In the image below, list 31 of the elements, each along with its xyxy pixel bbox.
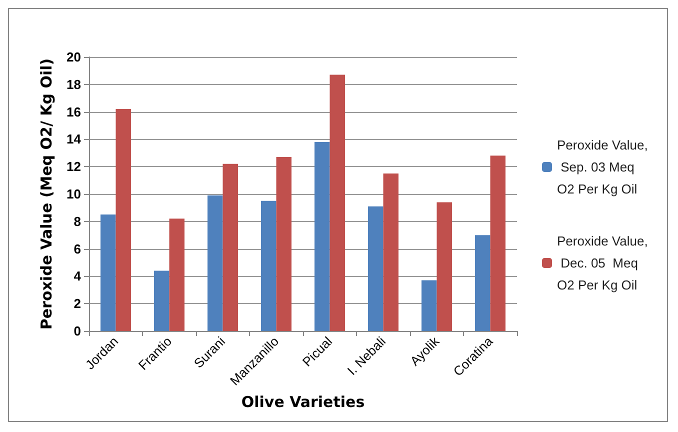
- y-tick-label: 4: [74, 268, 82, 284]
- y-tick-label: 14: [66, 132, 82, 147]
- y-tick-label: 16: [66, 104, 81, 120]
- bar: [436, 202, 452, 331]
- bar: [261, 200, 276, 331]
- y-tick-label: 0: [74, 324, 81, 338]
- bar: [330, 74, 345, 331]
- legend-label: Peroxide Value, Dec. 05 Meq O2 Per Kg Oil: [557, 234, 648, 292]
- y-tick-label: 10: [66, 186, 81, 202]
- bar: [222, 164, 238, 331]
- y-tick-label: 6: [74, 241, 81, 256]
- bar: [154, 270, 170, 331]
- bar: [314, 142, 330, 331]
- y-tick-label: 20: [66, 50, 81, 64]
- bar: [169, 218, 184, 331]
- x-axis-title: Olive Varieties: [241, 393, 365, 412]
- bar: [276, 157, 292, 331]
- y-tick-label: 12: [66, 159, 81, 174]
- bar: [208, 195, 223, 331]
- y-tick-label: 8: [74, 214, 81, 229]
- bar: [490, 156, 506, 331]
- bar: [368, 206, 384, 331]
- bar: [100, 214, 116, 331]
- legend-label: Peroxide Value, Sep. 03 Meq O2 Per Kg Oil: [557, 138, 648, 196]
- y-axis-title: Peroxide Value (Meq O2/ Kg Oil): [38, 58, 56, 330]
- y-tick-label: 18: [66, 76, 81, 92]
- bar: [116, 109, 131, 331]
- y-tick-label: 2: [74, 296, 81, 312]
- bar: [475, 235, 490, 331]
- bar: [422, 280, 437, 331]
- bar: [383, 173, 398, 331]
